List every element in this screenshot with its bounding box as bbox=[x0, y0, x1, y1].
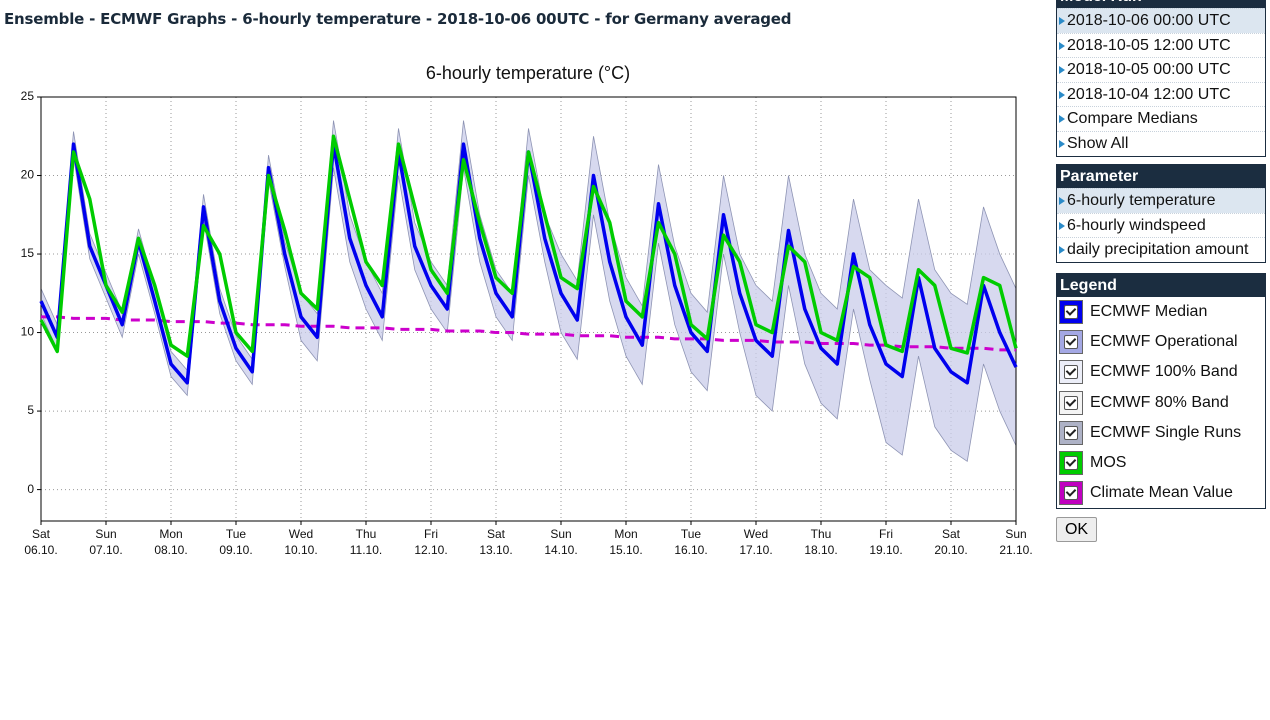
menu-item[interactable]: Show All bbox=[1057, 130, 1265, 156]
x-tick-label: Thu bbox=[356, 527, 377, 541]
menu-item[interactable]: 2018-10-04 12:00 UTC bbox=[1057, 81, 1265, 107]
y-tick-label: 0 bbox=[27, 482, 34, 496]
x-tick-label: Tue bbox=[681, 527, 702, 541]
x-tick-label: Mon bbox=[614, 527, 637, 541]
x-tick-label: Sat bbox=[32, 527, 51, 541]
legend-item: Climate Mean Value bbox=[1057, 478, 1265, 508]
x-tick-label: 18.10. bbox=[804, 543, 837, 557]
x-tick-label: Sun bbox=[550, 527, 571, 541]
x-tick-label: 06.10. bbox=[24, 543, 57, 557]
y-tick-label: 5 bbox=[27, 403, 34, 417]
menu-item[interactable]: Compare Medians bbox=[1057, 106, 1265, 131]
x-tick-label: 12.10. bbox=[414, 543, 447, 557]
chart-title: 6-hourly temperature (°C) bbox=[426, 63, 630, 83]
page-title: Ensemble - ECMWF Graphs - 6-hourly tempe… bbox=[4, 10, 792, 28]
x-tick-label: Sun bbox=[1005, 527, 1026, 541]
menu-item[interactable]: 6-hourly windspeed bbox=[1057, 212, 1265, 238]
ok-button[interactable]: OK bbox=[1056, 517, 1097, 542]
legend-item: ECMWF Single Runs bbox=[1057, 418, 1265, 448]
legend-swatch[interactable] bbox=[1059, 390, 1083, 415]
menu-item[interactable]: 2018-10-05 00:00 UTC bbox=[1057, 57, 1265, 82]
model-run-panel: Model Run 2018-10-06 00:00 UTC2018-10-05… bbox=[1056, 0, 1266, 157]
x-tick-label: Tue bbox=[226, 527, 247, 541]
x-tick-label: 21.10. bbox=[999, 543, 1032, 557]
checkbox[interactable] bbox=[1064, 335, 1078, 350]
x-tick-label: Fri bbox=[424, 527, 438, 541]
x-tick-label: 19.10. bbox=[869, 543, 902, 557]
x-tick-label: Mon bbox=[159, 527, 182, 541]
x-tick-label: Wed bbox=[744, 527, 768, 541]
legend-item: ECMWF 100% Band bbox=[1057, 357, 1265, 387]
legend-label: ECMWF Median bbox=[1090, 303, 1208, 321]
legend-panel: Legend ECMWF Median ECMWF Operational ECMW… bbox=[1056, 273, 1266, 510]
band bbox=[40, 120, 1017, 463]
x-tick-label: 14.10. bbox=[544, 543, 577, 557]
legend-swatch[interactable] bbox=[1059, 300, 1083, 325]
x-tick-label: 17.10. bbox=[739, 543, 772, 557]
checkbox[interactable] bbox=[1064, 365, 1078, 380]
chart: 6-hourly temperature (°C) 0 5 10 15 20 25 Sat 0… bbox=[21, 63, 1033, 557]
x-tick-label: 20.10. bbox=[934, 543, 967, 557]
menu-item[interactable]: 2018-10-05 12:00 UTC bbox=[1057, 32, 1265, 58]
parameter-panel: Parameter 6-hourly temperature 6-hourly w… bbox=[1056, 164, 1266, 263]
x-tick-label: Wed bbox=[289, 527, 313, 541]
x-tick-label: Thu bbox=[811, 527, 832, 541]
y-tick-label: 10 bbox=[21, 325, 35, 339]
x-tick-label: 16.10. bbox=[674, 543, 707, 557]
legend-item: ECMWF Operational bbox=[1057, 327, 1265, 357]
x-tick-label: 08.10. bbox=[154, 543, 187, 557]
legend-swatch[interactable] bbox=[1059, 420, 1083, 445]
x-tick-label: 11.10. bbox=[350, 543, 382, 557]
menu-item[interactable]: daily precipitation amount bbox=[1057, 237, 1265, 262]
plot-frame bbox=[40, 96, 1017, 522]
x-tick-label: 07.10. bbox=[89, 543, 122, 557]
menu-item[interactable]: 2018-10-06 00:00 UTC bbox=[1057, 8, 1265, 33]
checkbox[interactable] bbox=[1064, 425, 1078, 440]
panel-header: Model Run bbox=[1057, 0, 1265, 8]
x-tick-label: Fri bbox=[879, 527, 893, 541]
legend-swatch[interactable] bbox=[1059, 360, 1083, 385]
legend-label: ECMWF Single Runs bbox=[1090, 423, 1242, 441]
y-tick-label: 25 bbox=[21, 89, 35, 103]
legend-swatch[interactable] bbox=[1059, 330, 1083, 355]
legend-item: ECMWF 80% Band bbox=[1057, 388, 1265, 418]
y-tick-label: 20 bbox=[21, 168, 35, 182]
legend-label: ECMWF 80% Band bbox=[1090, 393, 1229, 411]
legend-item: MOS bbox=[1057, 448, 1265, 478]
checkbox[interactable] bbox=[1064, 456, 1078, 471]
x-tick-label: 09.10. bbox=[219, 543, 252, 557]
legend-swatch[interactable] bbox=[1059, 451, 1083, 476]
legend-label: ECMWF 100% Band bbox=[1090, 363, 1238, 381]
checkbox[interactable] bbox=[1064, 395, 1078, 410]
x-tick-label: Sat bbox=[942, 527, 961, 541]
legend-label: MOS bbox=[1090, 454, 1127, 472]
legend-label: ECMWF Operational bbox=[1090, 333, 1238, 351]
x-tick-label: 13.10. bbox=[479, 543, 512, 557]
panel-header: Legend bbox=[1057, 274, 1265, 297]
x-tick-label: 15.10. bbox=[609, 543, 642, 557]
x-tick-label: Sat bbox=[487, 527, 506, 541]
legend-item: ECMWF Median bbox=[1057, 297, 1265, 327]
x-tick-label: Sun bbox=[95, 527, 116, 541]
checkbox[interactable] bbox=[1064, 305, 1078, 320]
y-tick-label: 15 bbox=[21, 246, 35, 260]
x-tick-label: 10.10. bbox=[284, 543, 317, 557]
panel-header: Parameter bbox=[1057, 165, 1265, 188]
checkbox[interactable] bbox=[1064, 486, 1078, 501]
series-line bbox=[41, 315, 1016, 352]
legend-swatch[interactable] bbox=[1059, 481, 1083, 506]
menu-item[interactable]: 6-hourly temperature bbox=[1057, 188, 1265, 213]
series-line bbox=[39, 134, 1018, 358]
legend-label: Climate Mean Value bbox=[1090, 484, 1233, 502]
